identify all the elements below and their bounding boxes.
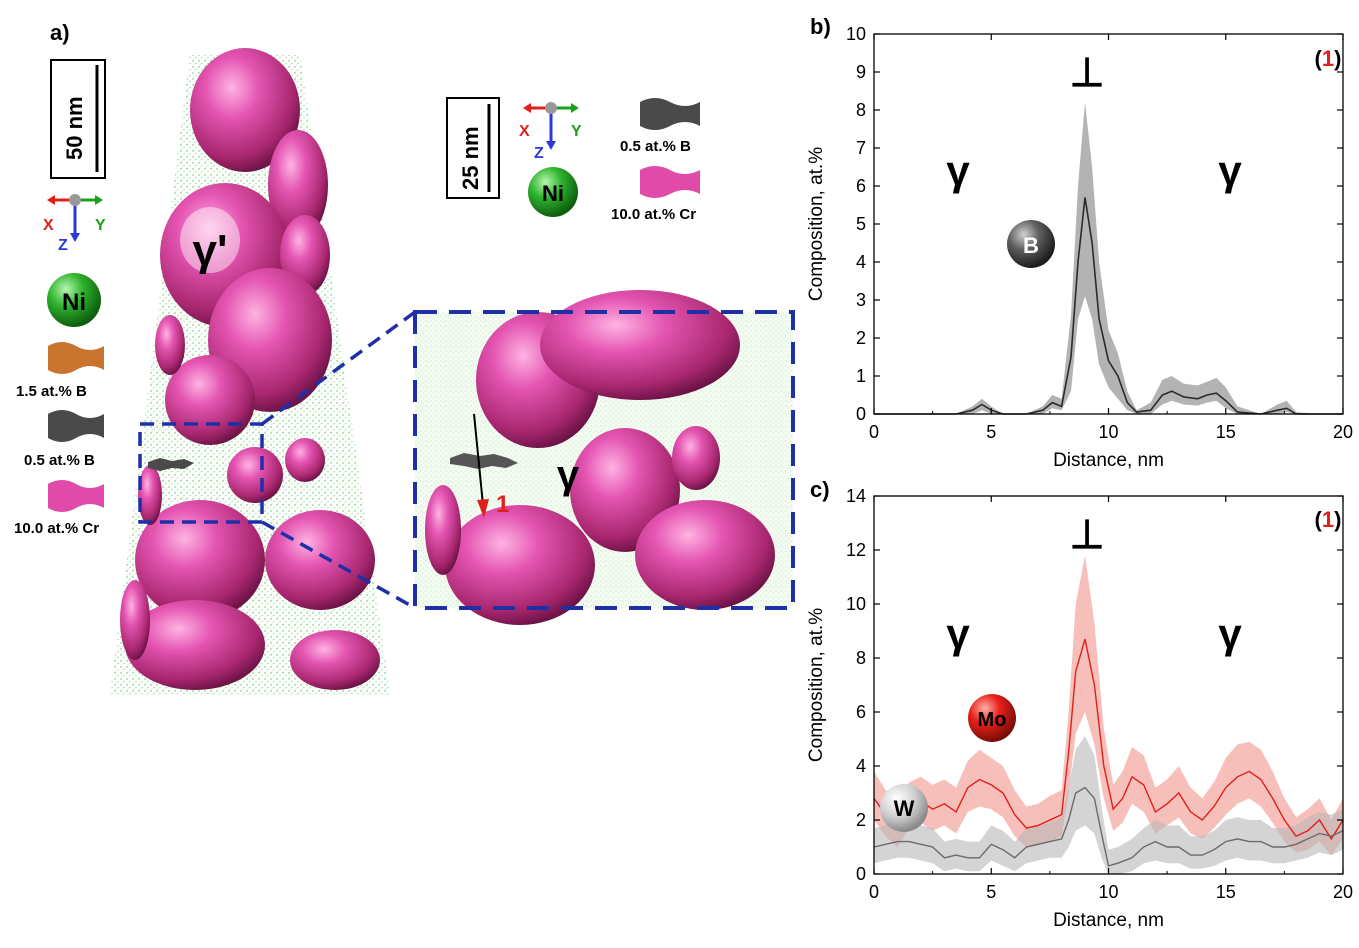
y-tick-label: 4 <box>856 756 866 776</box>
y-axis-label: Composition, at.% <box>806 147 827 301</box>
chart-c: 0 5 10 15 20 0 2 4 6 8 10 12 14 Distance, nm Compositi… <box>806 486 1353 931</box>
x-tick-label: 5 <box>986 422 996 442</box>
series-line-mo <box>873 638 1344 841</box>
y-tick-label: 2 <box>856 328 866 348</box>
chart-c-gamma-right: γ <box>1218 610 1242 657</box>
profile-arrow-label: 1 <box>496 491 509 518</box>
inset-axes-triad-icon: X Y Z <box>519 102 582 162</box>
panel-c-label: c) <box>810 477 830 502</box>
chart-c-gamma-left: γ <box>946 610 970 657</box>
inset-axis-x-label: X <box>519 123 530 140</box>
legend-label-b05: 0.5 at.% B <box>24 452 95 469</box>
axis-x-label: X <box>43 217 54 234</box>
x-tick-label: 15 <box>1216 882 1236 902</box>
x-axis-label: Distance, nm <box>1053 450 1164 471</box>
y-tick-label: 6 <box>856 176 866 196</box>
y-tick-label: 14 <box>846 486 866 506</box>
y-tick-label: 8 <box>856 100 866 120</box>
inset-legend-swatch-b05 <box>640 98 700 130</box>
inset-ni-sphere-icon: Ni <box>528 167 578 217</box>
x-tick-label: 10 <box>1098 882 1118 902</box>
panel-b-label: b) <box>810 14 831 39</box>
inset-ni-label: Ni <box>542 181 564 206</box>
chart-b: 0 5 10 15 20 0 1 2 3 4 5 6 7 8 9 10 Distance, nm Composit… <box>806 24 1353 471</box>
w-sphere-icon <box>880 784 928 832</box>
x-axis-label: Distance, nm <box>1053 910 1164 931</box>
y-tick-label: 3 <box>856 290 866 310</box>
x-tick-label: 0 <box>869 422 879 442</box>
y-tick-label: 7 <box>856 138 866 158</box>
y-axis-label: Composition, at.% <box>806 608 827 762</box>
mo-sphere-label: Mo <box>978 709 1007 731</box>
scale-bar-label: 50 nm <box>62 96 87 160</box>
x-tick-label: 10 <box>1098 422 1118 442</box>
y-tick-label: 10 <box>846 594 866 614</box>
y-tick-label: 0 <box>856 404 866 424</box>
inset-scale-bar-25nm: 25 nm <box>446 97 500 199</box>
chart-c-annotations: ⊥ γ γ (1) Mo W <box>880 507 1341 832</box>
axis-y-label: Y <box>95 217 106 234</box>
y-tick-label: 1 <box>856 366 866 386</box>
ni-sphere-icon: Ni <box>47 273 101 327</box>
zoom-lines <box>260 310 417 610</box>
w-sphere-label: W <box>894 796 915 821</box>
x-tick-label: 20 <box>1333 422 1353 442</box>
y-tick-label: 4 <box>856 252 866 272</box>
series-band-mo <box>874 555 1343 856</box>
ni-label: Ni <box>62 289 86 316</box>
inset-zoom: γ 1 <box>413 290 795 625</box>
inset-axis-y-label: Y <box>571 123 582 140</box>
inset-scale-label: 25 nm <box>458 126 483 190</box>
y-tick-label: 9 <box>856 62 866 82</box>
y-tick-label: 6 <box>856 702 866 722</box>
inset-gamma-label: γ <box>557 453 580 497</box>
y-tick-label: 2 <box>856 810 866 830</box>
chart-b-gamma-right: γ <box>1218 147 1242 194</box>
y-tick-label: 10 <box>846 24 866 44</box>
inset-axis-z-label: Z <box>534 145 544 162</box>
b-sphere-label: B <box>1023 233 1039 258</box>
legend-inset: 0.5 at.% B 10.0 at.% Cr <box>611 98 700 223</box>
inset-legend-label-b05: 0.5 at.% B <box>620 138 691 155</box>
legend-left: 1.5 at.% B 0.5 at.% B 10.0 at.% Cr <box>14 342 104 537</box>
inset-legend-label-cr: 10.0 at.% Cr <box>611 206 696 223</box>
chart-b-dislocation-symbol: ⊥ <box>1070 51 1105 95</box>
apt-reconstruction: γ' <box>110 48 390 695</box>
y-tick-label: 0 <box>856 864 866 884</box>
panel-a-label: a) <box>50 20 70 45</box>
chart-c-dislocation-symbol: ⊥ <box>1070 513 1105 557</box>
legend-label-cr: 10.0 at.% Cr <box>14 520 99 537</box>
chart-b-profile-tag: (1) <box>1315 46 1342 71</box>
legend-label-b15: 1.5 at.% B <box>16 383 87 400</box>
y-tick-label: 5 <box>856 214 866 234</box>
b-sphere-icon <box>1007 220 1055 268</box>
chart-c-profile-tag: (1) <box>1315 507 1342 532</box>
chart-b-gamma-left: γ <box>946 147 970 194</box>
series-band-b <box>874 102 1343 415</box>
axis-z-label: Z <box>58 237 68 254</box>
x-tick-label: 5 <box>986 882 996 902</box>
axes-triad-icon: X Y Z <box>43 194 106 254</box>
x-tick-label: 15 <box>1216 422 1236 442</box>
mo-sphere-icon <box>968 694 1016 742</box>
x-tick-label: 0 <box>869 882 879 902</box>
gamma-prime-label: γ' <box>193 226 228 275</box>
y-tick-label: 8 <box>856 648 866 668</box>
chart-b-annotations: ⊥ γ γ (1) B <box>946 46 1341 268</box>
legend-swatch-b05 <box>48 410 104 442</box>
scale-bar-50nm: 50 nm <box>50 59 106 179</box>
series-line-w <box>873 786 1344 867</box>
y-tick-label: 12 <box>846 540 866 560</box>
series-line-b <box>874 197 1343 415</box>
x-tick-label: 20 <box>1333 882 1353 902</box>
b-segregation-feature <box>450 453 518 469</box>
inset-legend-swatch-cr <box>640 166 700 198</box>
legend-swatch-cr <box>48 480 104 512</box>
profile-arrow <box>477 499 489 518</box>
series-band-w <box>874 736 1343 874</box>
legend-swatch-b15 <box>48 342 104 374</box>
